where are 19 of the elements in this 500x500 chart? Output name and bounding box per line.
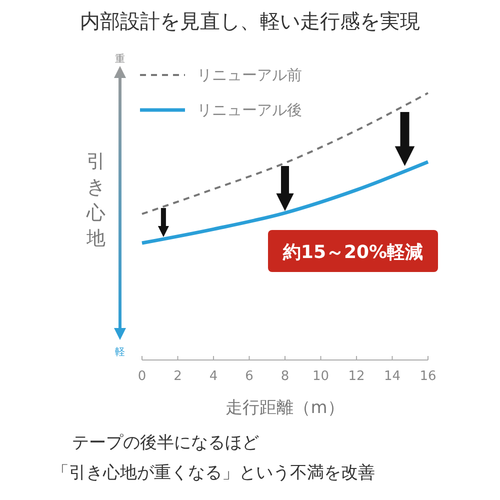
x-tick-label: 2 — [174, 369, 182, 384]
x-tick-label: 12 — [348, 369, 365, 384]
x-tick-label: 10 — [312, 369, 330, 384]
text: 「引き心地が重くなる」という不満を改善 — [52, 463, 375, 483]
text: テープの後半になるほど — [72, 433, 259, 453]
x-tick-label: 0 — [138, 369, 146, 384]
y-axis-title: 引き心地 — [86, 150, 106, 250]
legend-label: リニューアル前 — [197, 66, 302, 84]
legend-label: リニューアル後 — [197, 101, 302, 119]
x-axis-title: 走行距離（m） — [226, 398, 344, 418]
x-tick-label: 6 — [245, 369, 254, 384]
x-tick-label: 8 — [280, 369, 290, 384]
text: 軽 — [115, 347, 125, 358]
annotation: 約15～20%軽減 — [282, 242, 424, 263]
x-tick-label: 4 — [209, 369, 218, 384]
x-tick-label: 14 — [384, 369, 401, 384]
chart-title: 内部設計を見直し、軽い走行感を実現 — [80, 9, 420, 33]
x-tick-label: 16 — [420, 369, 436, 384]
text: 重 — [115, 53, 125, 65]
